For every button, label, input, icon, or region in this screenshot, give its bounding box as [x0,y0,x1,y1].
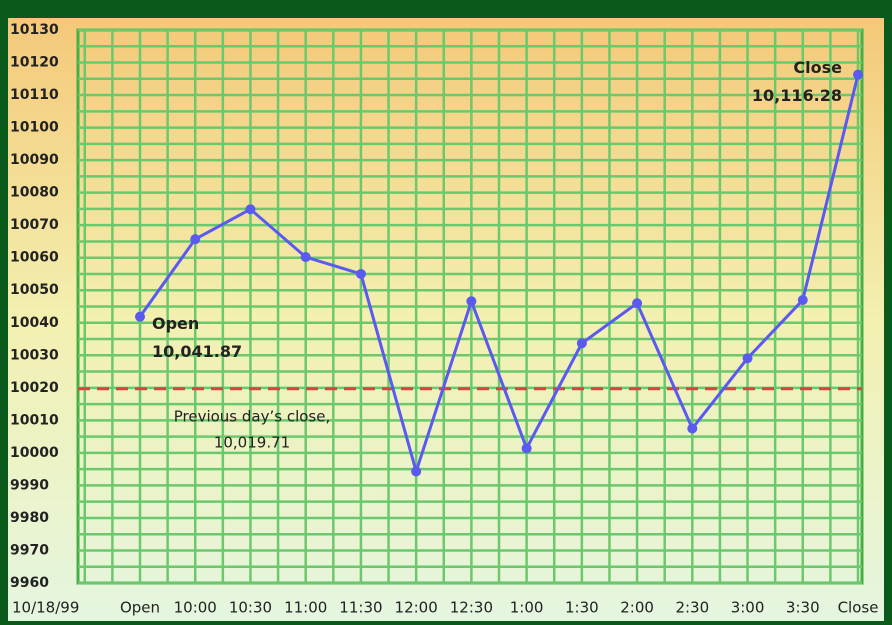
x-axis-label: 10/18/99 [12,599,79,617]
y-tick-label: 10050 [10,282,59,298]
x-tick-label: 3:00 [731,599,765,617]
x-tick-label: 1:30 [565,599,599,617]
x-tick-label: 2:00 [620,599,654,617]
point [190,234,201,245]
y-tick-label: 10030 [10,347,59,363]
point [135,311,145,322]
annotation: 10,041.87 [152,342,242,361]
reference-label: Previous day’s close, [174,407,331,425]
x-tick-label: 10:30 [229,599,272,617]
y-tick-label: 10100 [10,120,59,136]
point [466,296,477,307]
x-tick-label: 2:30 [675,599,709,617]
background [8,18,884,621]
x-tick-label: 12:00 [395,599,438,617]
x-tick-label: 10:00 [174,599,217,617]
point [632,298,643,309]
y-tick-label: 10000 [10,445,59,461]
y-tick-label: 10080 [10,185,59,201]
y-tick-label: 10040 [10,315,59,331]
point [245,204,256,215]
point [411,466,422,477]
annotation: Open [152,314,199,333]
y-tick-label: 10130 [10,22,59,38]
y-tick-label: 9980 [10,510,49,526]
x-tick-label: 11:30 [339,599,382,617]
x-tick-label: 1:00 [510,599,544,617]
y-tick-label: 10020 [10,380,59,396]
annotation: 10,116.28 [752,86,842,105]
reference-label: 10,019.71 [214,433,290,451]
point [742,353,753,364]
y-tick-label: 10060 [10,250,59,266]
line [138,74,860,477]
point [853,69,863,80]
x-tick-label: 3:30 [786,599,820,617]
point [576,338,587,349]
x-tick-label: Open [120,599,160,617]
annotation: Close [793,58,842,77]
x-tick-label: 12:30 [450,599,493,617]
y-tick-label: 10120 [10,55,59,71]
y-tick-label: 9960 [10,575,49,591]
y-tick-label: 10090 [10,152,59,168]
x-tick-label: Close [838,599,879,617]
y-tick-label: 9990 [10,477,49,493]
point [797,294,808,305]
point [521,443,532,454]
y-tick-label: 10070 [10,217,59,233]
point [687,423,698,434]
x-tick-label: 11:00 [284,599,327,617]
point [355,268,366,279]
y-tick-label: 9970 [10,542,49,558]
y-tick-label: 10010 [10,412,59,428]
y-tick-label: 10110 [10,87,59,103]
point [300,252,311,263]
